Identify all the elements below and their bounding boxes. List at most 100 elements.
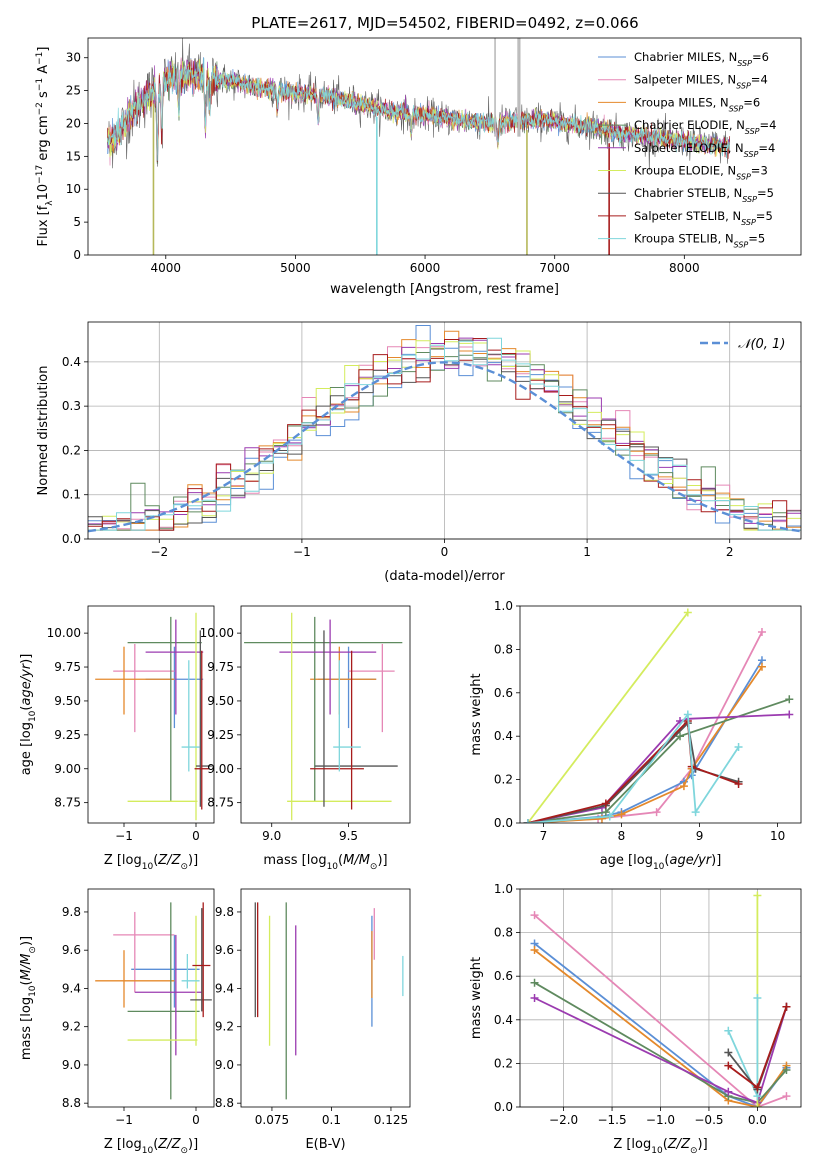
errorbar-point xyxy=(145,619,204,715)
y-tick-label: 8.8 xyxy=(62,1096,81,1110)
weight-marker xyxy=(724,1026,733,1035)
errorbar-point xyxy=(181,660,200,772)
figure-title: PLATE=2617, MJD=54502, FIBERID=0492, z=0… xyxy=(251,14,638,32)
weight-marker xyxy=(530,978,539,987)
weight-series xyxy=(523,628,766,823)
x-tick-label: −2.0 xyxy=(549,1113,578,1127)
panel-weight-vs-Z: −2.0 −1.5 −1.0 −0.5 0.0 0.0 0.2 0.4 0.6 0.8 1.0 Z [… xyxy=(469,882,802,1156)
axes-frame xyxy=(519,605,802,824)
weight-marker xyxy=(724,1061,733,1070)
weight-line xyxy=(527,666,763,823)
y-tick-label: 0.4 xyxy=(494,729,513,743)
weight-marker xyxy=(724,1087,733,1096)
errorbar-point xyxy=(317,646,377,729)
y-axis-label: mass [log10(M/M⊙)] xyxy=(19,936,38,1060)
y-tick-label: 9.4 xyxy=(215,981,234,995)
weight-marker xyxy=(753,1103,762,1107)
weight-marker xyxy=(757,628,766,637)
weight-series xyxy=(523,695,794,823)
y-tick-label: 9.0 xyxy=(215,1058,234,1072)
spectrum-line xyxy=(107,60,731,162)
x-tick-label: −1 xyxy=(115,829,133,843)
weight-series xyxy=(523,710,743,823)
axes-frame xyxy=(87,37,802,256)
legend-entry: 𝒩(0, 1) xyxy=(738,337,785,352)
y-tick-label: 0.2 xyxy=(494,773,513,787)
weight-marker xyxy=(530,994,539,1002)
y-tick-label: 20 xyxy=(66,116,81,130)
x-tick-label: 1 xyxy=(583,545,591,559)
weight-marker xyxy=(617,810,626,819)
y-tick-label: 8.75 xyxy=(54,796,81,810)
x-tick-label: −1 xyxy=(115,1113,133,1127)
x-tick-label: 10 xyxy=(770,829,785,843)
errorbar-point xyxy=(314,630,398,807)
y-tick-label: 9.50 xyxy=(207,694,234,708)
y-tick-label: 9.0 xyxy=(62,1058,81,1072)
x-tick-label: 8000 xyxy=(669,261,700,275)
weight-marker xyxy=(691,808,700,817)
weight-marker xyxy=(785,710,794,719)
errorbar-point xyxy=(113,911,175,993)
x-tick-label: 4000 xyxy=(151,261,182,275)
weight-marker xyxy=(782,1092,791,1101)
x-axis-label: wavelength [Angstrom, rest frame] xyxy=(330,282,559,297)
x-tick-label: −1.5 xyxy=(597,1113,626,1127)
y-tick-label: 9.2 xyxy=(215,1020,234,1034)
y-axis-label: Normed distribution xyxy=(36,366,51,496)
errorbar-point xyxy=(127,616,202,802)
weight-line xyxy=(527,713,790,823)
y-tick-label: 0.3 xyxy=(62,399,81,413)
axes-frame xyxy=(87,888,215,1108)
y-tick-label: 1.0 xyxy=(494,882,513,896)
y-tick-label: 0.6 xyxy=(494,686,513,700)
x-tick-label: 9.5 xyxy=(339,829,358,843)
y-tick-label: 10 xyxy=(66,182,81,196)
x-tick-label: −1 xyxy=(293,545,311,559)
y-tick-label: 10.00 xyxy=(47,626,81,640)
y-tick-label: 9.25 xyxy=(54,728,81,742)
weight-line xyxy=(527,611,689,823)
errorbar-point xyxy=(310,650,364,810)
legend-entry: Chabrier MILES, NSSP=6 xyxy=(634,50,769,68)
plot-area xyxy=(523,608,794,823)
errorbar-point xyxy=(348,643,395,733)
x-axis-label: Z [log10(Z/Z⊙)] xyxy=(104,1137,198,1156)
y-axis-label: mass weight xyxy=(469,673,484,755)
weight-line xyxy=(727,998,759,1097)
weight-marker xyxy=(782,1002,791,1011)
legend: Chabrier MILES, NSSP=6 Salpeter MILES, NS… xyxy=(598,50,776,249)
weight-marker xyxy=(724,1048,733,1057)
x-tick-label: −1.0 xyxy=(646,1113,675,1127)
axes-frame xyxy=(240,605,411,824)
x-tick-label: 0.125 xyxy=(374,1113,408,1127)
plot-area xyxy=(88,325,801,533)
y-tick-label: 10.00 xyxy=(200,626,234,640)
x-axis-label: age [log10(age/yr)] xyxy=(600,853,722,872)
y-tick-label: 9.00 xyxy=(207,762,234,776)
legend-entry: Salpeter ELODIE, NSSP=4 xyxy=(634,141,775,159)
x-tick-label: 9.0 xyxy=(262,829,281,843)
x-tick-label: −0.5 xyxy=(694,1113,723,1127)
axes-frame xyxy=(87,605,215,824)
legend-entry: Chabrier ELODIE, NSSP=4 xyxy=(634,118,776,136)
panel-age-vs-mass: 9.0 9.5 8.75 9.00 9.25 9.50 9.75 10.00 mass [log… xyxy=(200,605,411,872)
errorbar-point xyxy=(194,650,209,810)
errorbar-point xyxy=(131,934,200,1008)
weight-marker xyxy=(530,946,539,955)
y-tick-label: 8.8 xyxy=(215,1096,234,1110)
weight-marker xyxy=(601,799,610,808)
y-tick-label: 0.6 xyxy=(494,969,513,983)
y-tick-label: 9.75 xyxy=(54,660,81,674)
x-axis-label: mass [log10(M/M⊙)] xyxy=(263,853,387,872)
weight-marker xyxy=(753,891,762,900)
weight-marker xyxy=(597,814,606,823)
errorbar-point xyxy=(95,646,175,715)
y-tick-label: 0.0 xyxy=(494,1100,513,1114)
y-tick-label: 9.8 xyxy=(215,905,234,919)
y-axis-label: Flux [fλ10−17 erg cm−2 s−1 A−1] xyxy=(35,47,55,247)
x-tick-label: 0.1 xyxy=(322,1113,341,1127)
plot-area xyxy=(254,902,404,1100)
